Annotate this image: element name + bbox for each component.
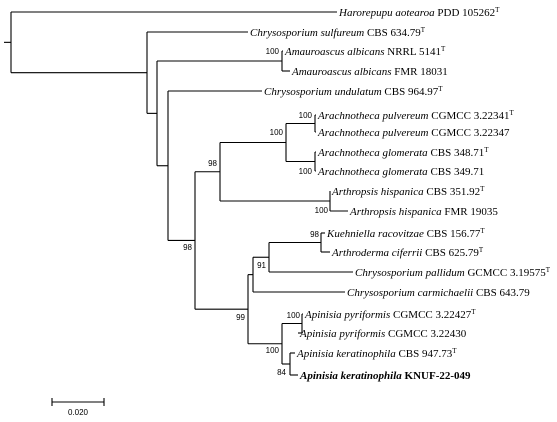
taxon-species: Chrysosporium pallidum bbox=[355, 267, 465, 279]
bootstrap-value: 100 bbox=[315, 206, 329, 215]
taxon-label: Arachnotheca pulvereum CGMCC 3.22341T bbox=[317, 109, 514, 122]
bootstrap-value: 100 bbox=[287, 311, 301, 320]
taxon-species: Chrysosporium sulfureum bbox=[250, 27, 364, 39]
taxon-label: Arthropsis hispanica FMR 19035 bbox=[349, 206, 498, 218]
bootstrap-value: 100 bbox=[266, 47, 280, 56]
type-strain-marker: T bbox=[471, 308, 476, 316]
bootstrap-values: 100 100 100 100 98 100 98 91 98 100 100 84 99 bbox=[183, 47, 328, 377]
taxon-species: Arthropsis hispanica bbox=[331, 186, 424, 198]
taxon-species: Harorepupu aotearoa bbox=[338, 7, 435, 19]
taxon-strain: CBS 351.92 bbox=[424, 186, 481, 198]
taxon-species: Arthroderma ciferrii bbox=[331, 247, 422, 259]
taxon-labels: Harorepupu aotearoa PDD 105262TChrysospo… bbox=[250, 6, 551, 382]
taxon-label: Arachnotheca glomerata CBS 348.71T bbox=[317, 146, 489, 159]
taxon-strain: CBS 634.79 bbox=[364, 27, 421, 39]
type-strain-marker: T bbox=[484, 146, 489, 154]
type-strain-marker: T bbox=[546, 266, 551, 274]
bootstrap-value: 98 bbox=[208, 159, 217, 168]
type-strain-marker: T bbox=[480, 185, 485, 193]
taxon-species: Apinisia keratinophila bbox=[299, 370, 402, 382]
type-strain-marker: T bbox=[441, 45, 446, 53]
taxon-strain: CBS 643.79 bbox=[473, 287, 530, 299]
taxon-strain: CBS 964.97 bbox=[382, 86, 439, 98]
taxon-label: Apinisia keratinophila KNUF-22-049 bbox=[299, 370, 471, 382]
taxon-label: Arachnotheca pulvereum CGMCC 3.22347 bbox=[317, 127, 510, 139]
taxon-strain: CGMCC 3.22347 bbox=[428, 127, 509, 139]
taxon-species: Kuehniella racovitzae bbox=[326, 228, 424, 240]
tree-branches bbox=[4, 11, 353, 376]
taxon-label: Apinisia pyriformis CGMCC 3.22430 bbox=[299, 328, 467, 340]
taxon-species: Apinisia pyriformis bbox=[299, 328, 385, 340]
taxon-label: Chrysosporium sulfureum CBS 634.79T bbox=[250, 26, 426, 39]
type-strain-marker: T bbox=[421, 26, 426, 34]
taxon-label: Apinisia keratinophila CBS 947.73T bbox=[296, 347, 457, 360]
taxon-species: Arachnotheca pulvereum bbox=[317, 110, 429, 122]
taxon-label: Amauroascus albicans FMR 18031 bbox=[291, 66, 448, 78]
bootstrap-value: 84 bbox=[277, 368, 286, 377]
taxon-strain: CBS 348.71 bbox=[428, 147, 485, 159]
taxon-species: Apinisia keratinophila bbox=[296, 348, 396, 360]
type-strain-marker: T bbox=[479, 246, 484, 254]
taxon-strain: CBS 156.77 bbox=[424, 228, 481, 240]
taxon-strain: FMR 19035 bbox=[442, 206, 499, 218]
taxon-strain: KNUF-22-049 bbox=[402, 370, 471, 382]
taxon-species: Arachnotheca glomerata bbox=[317, 147, 428, 159]
taxon-label: Chrysosporium pallidum GCMCC 3.19575T bbox=[355, 266, 551, 279]
bootstrap-value: 100 bbox=[266, 346, 280, 355]
taxon-label: Harorepupu aotearoa PDD 105262T bbox=[338, 6, 500, 19]
scale-bar-label: 0.020 bbox=[68, 408, 89, 417]
type-strain-marker: T bbox=[509, 109, 514, 117]
taxon-strain: FMR 18031 bbox=[392, 66, 448, 78]
taxon-strain: PDD 105262 bbox=[435, 7, 496, 19]
taxon-species: Amauroascus albicans bbox=[284, 46, 385, 58]
taxon-label: Kuehniella racovitzae CBS 156.77T bbox=[326, 227, 485, 240]
bootstrap-value: 100 bbox=[299, 167, 313, 176]
taxon-species: Amauroascus albicans bbox=[291, 66, 392, 78]
bootstrap-value: 98 bbox=[183, 243, 192, 252]
bootstrap-value: 99 bbox=[236, 313, 245, 322]
bootstrap-value: 98 bbox=[310, 230, 319, 239]
taxon-label: Amauroascus albicans NRRL 5141T bbox=[284, 45, 446, 58]
taxon-strain: CBS 349.71 bbox=[428, 166, 485, 178]
taxon-strain: CGMCC 3.22430 bbox=[385, 328, 466, 340]
taxon-strain: CBS 947.73 bbox=[396, 348, 453, 360]
taxon-strain: NRRL 5141 bbox=[385, 46, 441, 58]
taxon-species: Arachnotheca pulvereum bbox=[317, 127, 429, 139]
type-strain-marker: T bbox=[495, 6, 500, 14]
taxon-species: Arthropsis hispanica bbox=[349, 206, 442, 218]
taxon-label: Arthropsis hispanica CBS 351.92T bbox=[331, 185, 485, 198]
taxon-species: Arachnotheca glomerata bbox=[317, 166, 428, 178]
taxon-species: Apinisia pyriformis bbox=[304, 309, 390, 321]
type-strain-marker: T bbox=[438, 85, 443, 93]
taxon-strain: CBS 625.79 bbox=[422, 247, 479, 259]
type-strain-marker: T bbox=[480, 227, 485, 235]
bootstrap-value: 100 bbox=[299, 111, 313, 120]
taxon-label: Chrysosporium undulatum CBS 964.97T bbox=[264, 85, 443, 98]
taxon-label: Chrysosporium carmichaelii CBS 643.79 bbox=[347, 287, 530, 299]
taxon-label: Arthroderma ciferrii CBS 625.79T bbox=[331, 246, 484, 259]
type-strain-marker: T bbox=[452, 347, 457, 355]
taxon-species: Chrysosporium carmichaelii bbox=[347, 287, 473, 299]
taxon-strain: GCMCC 3.19575 bbox=[465, 267, 546, 279]
bootstrap-value: 91 bbox=[257, 261, 266, 270]
taxon-strain: CGMCC 3.22341 bbox=[428, 110, 509, 122]
taxon-label: Apinisia pyriformis CGMCC 3.22427T bbox=[304, 308, 476, 321]
taxon-species: Chrysosporium undulatum bbox=[264, 86, 382, 98]
taxon-strain: CGMCC 3.22427 bbox=[390, 309, 471, 321]
taxon-label: Arachnotheca glomerata CBS 349.71 bbox=[317, 166, 484, 178]
bootstrap-value: 100 bbox=[270, 128, 284, 137]
scale-bar: 0.020 bbox=[51, 398, 105, 417]
